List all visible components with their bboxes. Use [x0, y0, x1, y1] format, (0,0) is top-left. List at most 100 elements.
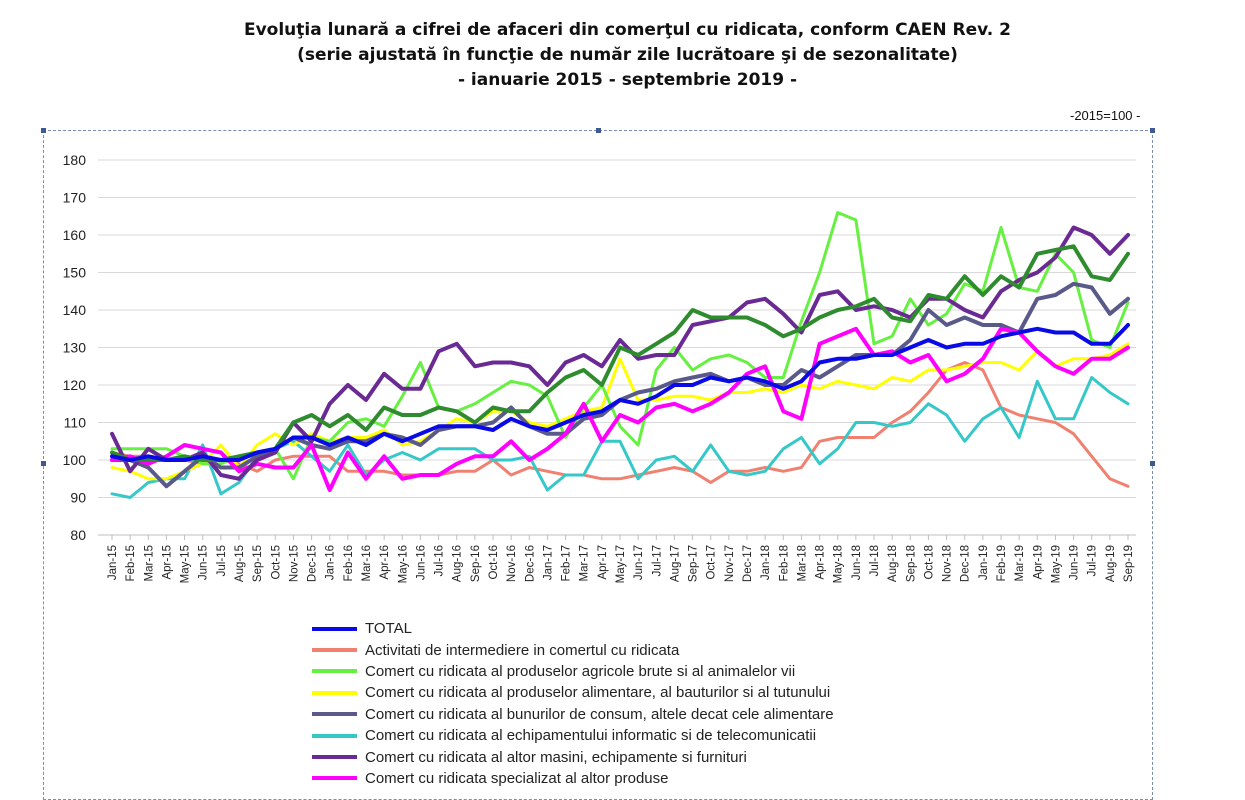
x-tick-label: Oct-15 [270, 545, 282, 580]
x-tick-label: Mar-18 [796, 545, 808, 581]
chart-title-block: Evoluţia lunară a cifrei de afaceri din … [0, 18, 1245, 93]
x-tick-label: Aug-17 [669, 545, 681, 582]
x-tick-label: Jan-19 [978, 545, 990, 580]
y-tick-label: 140 [63, 302, 87, 318]
x-tick-label: Mar-17 [579, 545, 591, 581]
legend-item: Comert cu ridicata al produselor agricol… [312, 661, 834, 682]
x-tick-label: Aug-15 [234, 545, 246, 582]
chart-subtitle: (serie ajustată în funcţie de număr zile… [297, 45, 958, 65]
x-tick-label: May-15 [180, 545, 192, 583]
legend-label: Comert cu ridicata al echipamentului inf… [365, 727, 817, 745]
legend-swatch [312, 755, 357, 760]
x-tick-label: Aug-18 [887, 545, 899, 582]
x-tick-label: Oct-17 [706, 545, 718, 580]
chart-title: Evoluţia lunară a cifrei de afaceri din … [243, 20, 1012, 40]
chart-legend: TOTAL Activitati de intermediere in comer… [312, 618, 834, 789]
legend-swatch [312, 733, 357, 738]
y-tick-label: 100 [63, 452, 87, 468]
x-tick-label: Sep-17 [688, 545, 700, 582]
x-tick-label: Jul-18 [869, 545, 881, 576]
x-tick-label: Mar-16 [361, 545, 373, 581]
series-line-7 [110, 326, 1130, 492]
x-tick-label: Aug-16 [452, 545, 464, 582]
legend-swatch [312, 776, 357, 781]
legend-item: Comert cu ridicata al altor masini, echi… [312, 746, 834, 767]
legend-item: TOTAL [312, 618, 834, 639]
legend-label: Activitati de intermediere in comertul c… [365, 641, 680, 659]
x-tick-label: May-19 [1050, 545, 1062, 583]
x-tick-label: Nov-15 [288, 545, 300, 582]
x-tick-label: Apr-15 [161, 545, 173, 580]
y-tick-label: 160 [63, 227, 87, 243]
x-tick-label: May-18 [833, 545, 845, 583]
legend-item: Comert cu ridicata al echipamentului inf… [312, 725, 834, 746]
x-tick-label: Feb-16 [343, 545, 355, 581]
legend-swatch [312, 626, 357, 631]
x-tick-label: Feb-17 [561, 545, 573, 581]
chart-period: - ianuarie 2015 - septembrie 2019 - [457, 70, 798, 90]
legend-swatch [312, 690, 357, 695]
x-tick-label: Dec-18 [960, 545, 972, 582]
y-tick-label: 90 [70, 490, 86, 506]
x-tick-label: Nov-17 [724, 545, 736, 582]
resize-handle-top-left[interactable] [41, 128, 46, 133]
legend-swatch [312, 712, 357, 717]
resize-handle-top-center[interactable] [596, 128, 601, 133]
x-tick-label: Jan-15 [107, 545, 119, 580]
x-tick-label: Apr-17 [597, 545, 609, 580]
x-tick-label: Sep-18 [905, 545, 917, 582]
x-tick-label: Dec-15 [307, 545, 319, 582]
x-tick-label: Jan-16 [325, 545, 337, 580]
x-tick-label: Jan-17 [542, 545, 554, 580]
x-tick-label: May-16 [397, 545, 409, 583]
y-tick-label: 130 [63, 340, 87, 356]
resize-handle-middle-right[interactable] [1150, 461, 1155, 466]
legend-label: TOTAL [365, 620, 412, 638]
x-tick-label: Jan-18 [760, 545, 772, 580]
y-tick-label: 180 [63, 152, 87, 168]
x-tick-label: Jun-15 [198, 545, 210, 580]
legend-item: Activitati de intermediere in comertul c… [312, 639, 834, 660]
base-year-note: -2015=100 - [1070, 108, 1141, 123]
x-tick-label: Dec-17 [742, 545, 754, 582]
y-tick-label: 120 [63, 377, 87, 393]
x-tick-label: Apr-18 [815, 545, 827, 580]
x-tick-label: Jul-19 [1087, 545, 1099, 576]
legend-item: Comert cu ridicata specializat al altor … [312, 768, 834, 789]
legend-swatch [312, 648, 357, 653]
legend-item: Comert cu ridicata al bunurilor de consu… [312, 704, 834, 725]
legend-label: Comert cu ridicata al bunurilor de consu… [365, 705, 834, 723]
x-tick-label: Aug-19 [1105, 545, 1117, 582]
y-tick-label: 110 [64, 415, 87, 431]
x-tick-label: Oct-16 [488, 545, 500, 580]
x-tick-label: Sep-16 [470, 545, 482, 582]
x-tick-label: Jun-18 [851, 545, 863, 580]
resize-handle-middle-left[interactable] [41, 461, 46, 466]
x-tick-label: Sep-19 [1123, 545, 1135, 582]
x-tick-label: Nov-16 [506, 545, 518, 582]
x-tick-label: Feb-18 [778, 545, 790, 581]
x-tick-label: Jul-16 [434, 545, 446, 576]
legend-label: Comert cu ridicata al produselor agricol… [365, 662, 796, 680]
series-line-8 [110, 244, 1130, 462]
x-tick-label: Feb-15 [125, 545, 137, 581]
x-tick-label: Oct-18 [923, 545, 935, 580]
y-tick-label: 170 [63, 190, 87, 206]
y-tick-label: 80 [70, 527, 86, 543]
legend-item: Comert cu ridicata al produselor aliment… [312, 682, 834, 703]
legend-label: Comert cu ridicata al produselor aliment… [365, 684, 831, 702]
x-tick-label: Nov-18 [942, 545, 954, 582]
x-tick-label: Dec-16 [524, 545, 536, 582]
x-tick-label: May-17 [615, 545, 627, 583]
legend-swatch [312, 669, 357, 674]
series-line-2 [110, 211, 1130, 481]
x-tick-label: Jul-15 [216, 545, 228, 576]
y-tick-label: 150 [63, 265, 87, 281]
series-line-0 [110, 323, 1130, 462]
x-tick-label: Jun-16 [415, 545, 427, 580]
x-tick-label: Jun-19 [1069, 545, 1081, 580]
resize-handle-top-right[interactable] [1150, 128, 1155, 133]
x-tick-label: Jul-17 [651, 545, 663, 576]
x-tick-label: Sep-15 [252, 545, 264, 582]
